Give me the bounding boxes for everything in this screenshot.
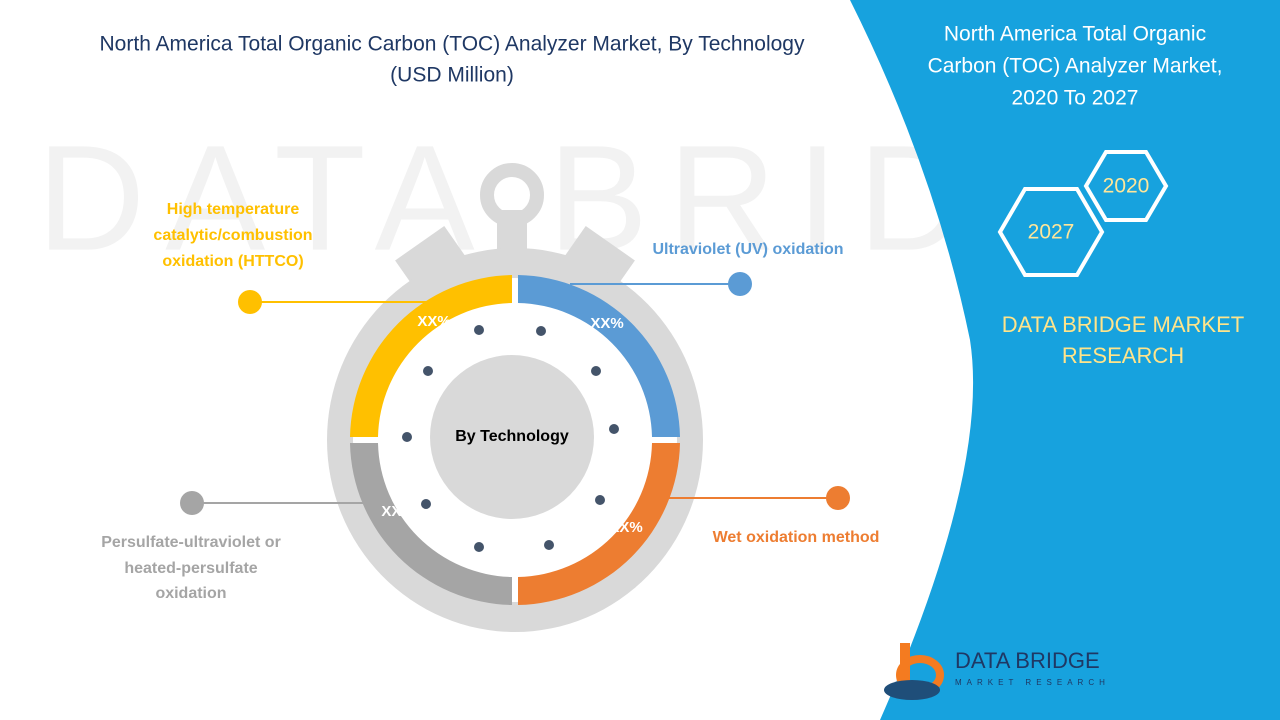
segment-arc (350, 275, 512, 437)
segment-arc (518, 275, 680, 437)
value-label: XX% (381, 503, 414, 520)
connector-dot (728, 272, 752, 296)
watch-button (565, 226, 635, 290)
brand-text: RESEARCH (1062, 343, 1184, 368)
watch-button (395, 226, 465, 290)
title: (USD Million) (390, 64, 514, 87)
hexagon (1083, 150, 1169, 222)
segment-label: High temperature (167, 201, 300, 218)
connector-dot (238, 290, 262, 314)
segment-label: heated-persulfate (124, 560, 257, 577)
segment-arc (518, 443, 680, 605)
value-label: XX% (590, 315, 623, 332)
connector-dot (826, 486, 850, 510)
connector-dot (180, 491, 204, 515)
segment-label: oxidation (155, 585, 226, 602)
hexagon (997, 187, 1105, 277)
panel-title: 2020 To 2027 (1012, 87, 1139, 110)
value-label: XX% (417, 313, 450, 330)
title: North America Total Organic Carbon (TOC)… (100, 33, 805, 56)
logo-tagline: MARKET RESEARCH (955, 678, 1110, 687)
segment-label: catalytic/combustion (153, 227, 312, 244)
year: 2020 (1103, 175, 1150, 198)
segment-arc (350, 443, 512, 605)
panel-title: North America Total Organic (944, 23, 1206, 46)
dial-dots (402, 325, 619, 552)
logo-mark (884, 643, 944, 700)
watch-stem (497, 210, 527, 255)
year: 2027 (1028, 221, 1075, 244)
value-label: XX% (609, 519, 642, 536)
segment-label: Wet oxidation method (713, 529, 880, 546)
side-panel (850, 0, 1280, 720)
center-disc (430, 355, 594, 519)
brand-text: DATA BRIDGE MARKET (1002, 312, 1244, 337)
segment-label: Persulfate-ultraviolet or (101, 534, 281, 551)
center-label: By Technology (455, 428, 569, 445)
segment-label: Ultraviolet (UV) oxidation (652, 241, 843, 258)
logo-name: DATA BRIDGE (955, 648, 1100, 673)
panel-title: Carbon (TOC) Analyzer Market, (928, 55, 1223, 78)
segment-label: oxidation (HTTCO) (162, 253, 303, 270)
